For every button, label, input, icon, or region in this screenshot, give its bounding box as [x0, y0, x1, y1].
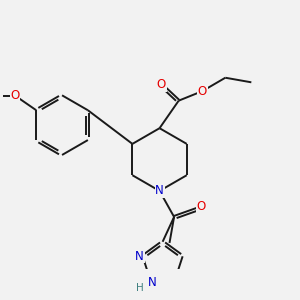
Text: O: O	[11, 89, 20, 102]
Text: H: H	[136, 283, 143, 293]
Text: O: O	[198, 85, 207, 98]
Text: N: N	[155, 184, 164, 197]
Text: N: N	[148, 276, 157, 290]
Text: N: N	[135, 250, 144, 263]
Text: O: O	[196, 200, 206, 213]
Text: O: O	[157, 78, 166, 91]
